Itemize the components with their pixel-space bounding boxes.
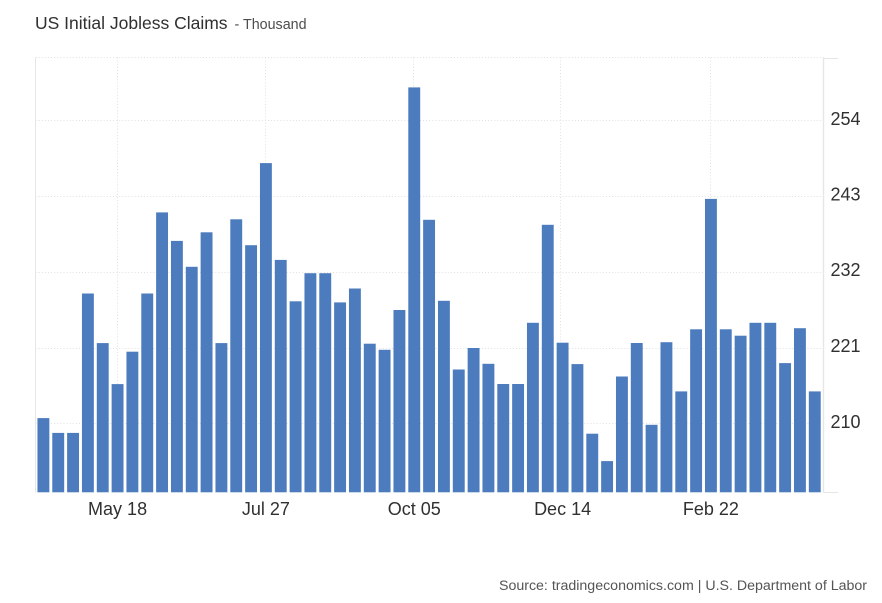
svg-text:243: 243 [831,185,861,205]
svg-text:- Thousand: - Thousand [235,17,307,33]
svg-text:May 18: May 18 [88,499,147,519]
svg-text:Oct 05: Oct 05 [388,499,441,519]
svg-text:Dec 14: Dec 14 [534,499,591,519]
svg-text:Jul 27: Jul 27 [242,499,290,519]
svg-text:210: 210 [831,412,861,432]
svg-text:221: 221 [831,336,861,356]
svg-text:254: 254 [831,109,861,129]
svg-text:Source: tradingeconomics.com |: Source: tradingeconomics.com | U.S. Depa… [499,578,867,594]
svg-text:US Initial Jobless Claims: US Initial Jobless Claims [35,13,228,33]
svg-text:Feb 22: Feb 22 [683,499,739,519]
svg-text:232: 232 [831,260,861,280]
